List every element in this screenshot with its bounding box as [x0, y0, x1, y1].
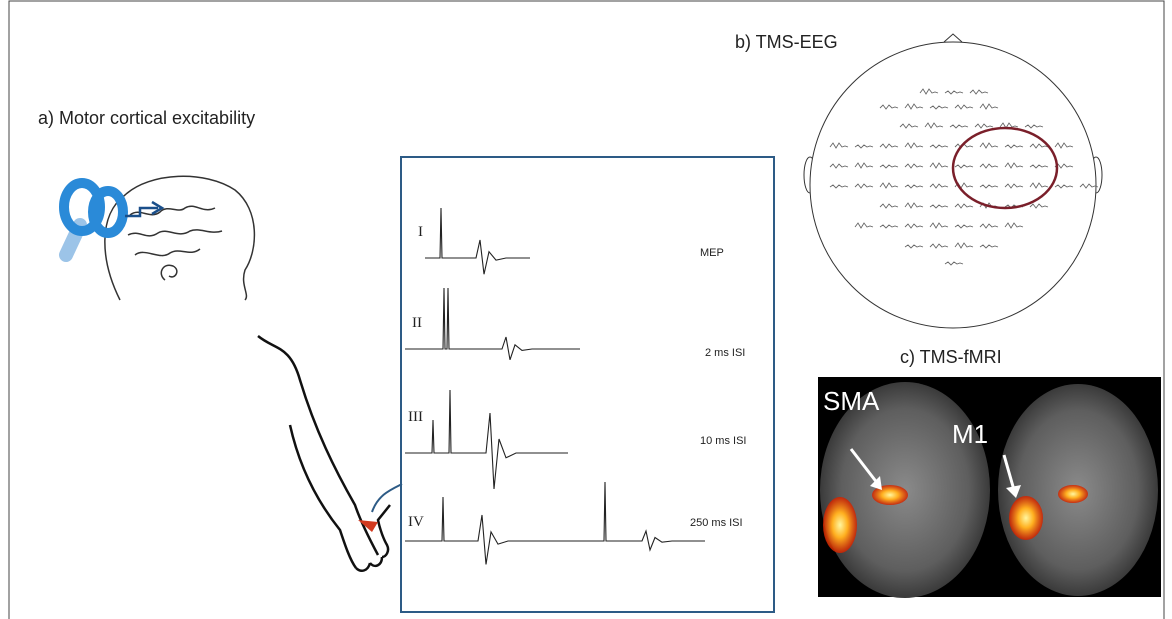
- trace-box: [401, 157, 774, 612]
- head-illustration: [105, 176, 255, 300]
- trace-label: 10 ms ISI: [700, 435, 746, 447]
- trace-numeral: III: [408, 409, 423, 425]
- eeg-head: [804, 34, 1102, 328]
- panel-c-label: c) TMS-fMRI: [900, 347, 1002, 367]
- trace: [405, 390, 568, 489]
- trace: [425, 208, 530, 274]
- panel-b-label: b) TMS-EEG: [735, 32, 838, 52]
- trace-numeral: IV: [408, 514, 424, 530]
- region-label: M1: [952, 419, 988, 449]
- trace-numeral: II: [412, 315, 422, 331]
- figure: a) Motor cortical excitability I MEP II 2 m…: [0, 0, 1172, 619]
- region-label: SMA: [823, 386, 880, 416]
- trace-label: MEP: [700, 247, 724, 259]
- emg-electrode: [358, 520, 378, 532]
- trace-numeral: I: [418, 224, 423, 240]
- trace: [405, 288, 580, 360]
- trace-label: 250 ms ISI: [690, 517, 743, 529]
- trace-label: 2 ms ISI: [705, 347, 745, 359]
- arm-illustration: [258, 336, 390, 571]
- tms-coil: [64, 183, 162, 255]
- panel-a-label: a) Motor cortical excitability: [38, 108, 255, 128]
- trace: [405, 482, 705, 564]
